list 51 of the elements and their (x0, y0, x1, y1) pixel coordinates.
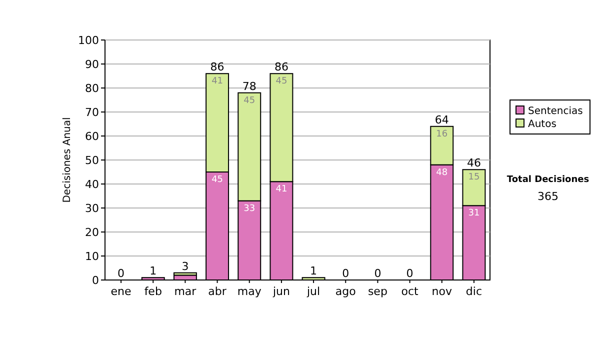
x-tick-label: dic (466, 285, 482, 298)
total-label: 46 (466, 156, 481, 170)
total-label: 86 (210, 60, 224, 74)
data-label: 33 (244, 204, 256, 214)
data-label: 16 (436, 129, 448, 140)
total-label: 3 (182, 260, 189, 273)
x-tick-label: ene (110, 285, 132, 298)
x-tick-label: nov (432, 285, 452, 298)
x-tick-label: oct (401, 285, 420, 298)
total-label: 0 (118, 267, 125, 280)
total-label: 0 (406, 267, 414, 280)
x-tick-label: jul (306, 285, 320, 298)
data-label: 48 (436, 168, 448, 178)
data-label: 45 (212, 175, 224, 185)
total-label: 86 (274, 60, 288, 74)
y-tick-label: 100 (78, 34, 99, 47)
y-tick-label: 50 (85, 154, 99, 167)
x-tick-label: feb (144, 285, 162, 298)
x-tick-label: sep (368, 285, 388, 298)
y-tick-label: 10 (85, 250, 99, 263)
data-label: 31 (468, 208, 480, 219)
data-label: 45 (244, 96, 256, 106)
total-label: 1 (310, 264, 318, 278)
data-label: 15 (468, 172, 480, 183)
total-label: 0 (374, 267, 382, 280)
total-label: 1 (150, 264, 157, 278)
y-axis-title: Decisiones Anual (62, 117, 73, 203)
legend-label: Autos (528, 119, 556, 130)
y-tick-label: 20 (85, 226, 99, 239)
total-label: 0 (342, 267, 350, 280)
text: 365 (538, 190, 558, 203)
total-label: 78 (242, 80, 256, 93)
legend-label: Sentencias (528, 106, 583, 117)
y-tick-label: 40 (85, 178, 99, 191)
data-label: 41 (212, 76, 224, 87)
x-tick-label: ago (335, 285, 356, 298)
data-label: 45 (276, 76, 288, 87)
y-tick-label: 90 (85, 58, 99, 71)
y-tick-label: 30 (85, 202, 99, 215)
total-label: 64 (434, 113, 449, 126)
y-tick-label: 60 (85, 130, 99, 143)
y-tick-label: 70 (85, 106, 99, 119)
bar (173, 272, 197, 276)
y-tick-label: 0 (92, 274, 99, 287)
x-tick-label: jun (272, 285, 290, 298)
text: Total Decisiones (506, 175, 590, 185)
y-tick-label: 80 (85, 82, 99, 95)
x-tick-label: mar (174, 285, 197, 298)
data-label: 41 (276, 184, 288, 195)
x-tick-label: may (237, 285, 262, 298)
x-tick-label: abr (208, 285, 227, 298)
